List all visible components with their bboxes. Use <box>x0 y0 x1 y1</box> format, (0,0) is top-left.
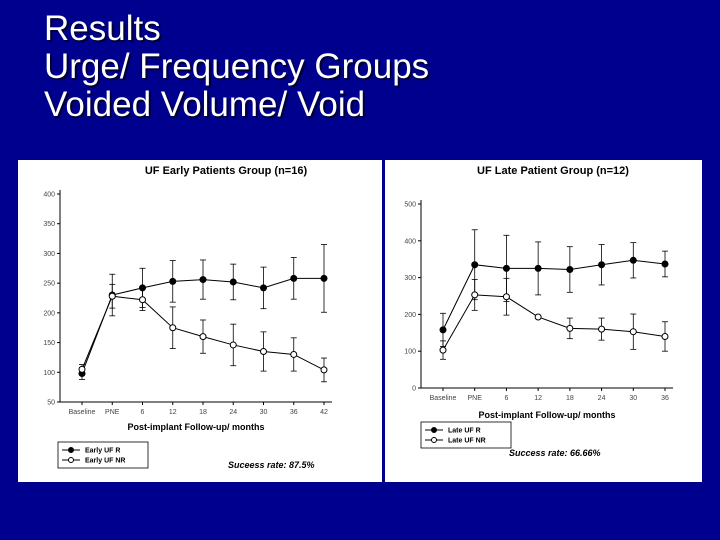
success-rate-annotation: Success rate: 66.66% <box>509 448 601 458</box>
y-tick-label: 200 <box>43 310 55 317</box>
data-point-open <box>439 346 447 354</box>
y-tick-label: 250 <box>43 281 55 288</box>
data-point-filled <box>566 266 574 274</box>
late-group-chart-panel: UF Late Patient Group (n=12) 0 100 200 300 40… <box>385 160 702 482</box>
x-tick-label: 18 <box>199 409 207 416</box>
data-point-open <box>290 350 298 358</box>
x-tick-label: Baseline <box>430 395 457 402</box>
y-tick-label: 300 <box>43 251 55 258</box>
legend-swatch-marker <box>68 447 74 453</box>
y-tick-label: 400 <box>404 238 416 245</box>
data-point-filled <box>502 264 510 272</box>
data-point-open <box>169 324 177 332</box>
data-point-filled <box>169 277 177 285</box>
data-point-filled <box>661 260 669 268</box>
y-tick-label: 50 <box>47 400 55 407</box>
y-tick-label: 500 <box>404 202 416 209</box>
data-point-open <box>534 313 542 321</box>
y-tick-label: 300 <box>404 275 416 282</box>
slide-title-line-2: Urge/ Frequency Groups <box>44 47 430 86</box>
y-tick-label: 100 <box>43 370 55 377</box>
series-line-2 <box>442 294 666 351</box>
x-tick-label: 24 <box>229 409 237 416</box>
slide-title-line-1: Results <box>44 9 161 48</box>
x-tick-label: 12 <box>534 395 542 402</box>
data-point-filled <box>260 284 267 292</box>
legend-box <box>57 441 149 469</box>
legend-entry: Early UF NR <box>85 458 125 465</box>
data-point-open <box>108 292 116 300</box>
data-point-filled <box>598 261 606 269</box>
data-point-open <box>139 296 146 304</box>
x-tick-label: 36 <box>661 395 669 402</box>
chart-title: UF Late Patient Group (n=12) <box>477 165 629 177</box>
legend-swatch-marker <box>431 437 437 443</box>
data-point-open <box>229 341 237 349</box>
x-axis-label: Post-implant Follow-up/ months <box>128 422 265 432</box>
data-point-filled <box>199 276 207 284</box>
y-tick-label: 200 <box>404 312 416 319</box>
data-point-filled <box>471 261 479 269</box>
success-rate-annotation: Suceess rate: 87.5% <box>228 460 315 470</box>
data-point-filled <box>290 274 298 282</box>
x-axis-label: Post-implant Follow-up/ months <box>479 410 616 420</box>
x-tick-label: PNE <box>468 395 483 402</box>
y-tick-label: 0 <box>412 386 416 393</box>
data-point-open <box>78 365 86 373</box>
data-point-open <box>629 328 637 336</box>
early-group-chart-panel: UF Early Patients Group (n=16) 50 100 150 20… <box>18 160 382 482</box>
x-tick-label: 12 <box>169 409 177 416</box>
legend: Late UF R Late UF NR <box>420 421 512 449</box>
x-tick-label: Baseline <box>69 409 96 416</box>
data-point-filled <box>629 256 637 264</box>
legend-entry: Late UF NR <box>448 438 486 445</box>
slide-title: Results Urge/ Frequency Groups Voided Vo… <box>44 10 429 124</box>
late-group-chart: UF Late Patient Group (n=12) 0 100 200 300 40… <box>404 165 673 458</box>
data-point-open <box>320 366 328 374</box>
y-tick-label: 350 <box>43 221 55 228</box>
data-point-filled <box>229 278 237 286</box>
series-line-1 <box>442 259 666 331</box>
legend-box <box>420 421 512 449</box>
early-group-chart: UF Early Patients Group (n=16) 50 100 150 20… <box>43 165 332 470</box>
data-point-filled <box>534 264 542 272</box>
x-tick-label: 6 <box>504 395 508 402</box>
x-tick-label: 30 <box>260 409 268 416</box>
x-tick-label: PNE <box>105 409 120 416</box>
x-tick-label: 36 <box>290 409 298 416</box>
data-point-open <box>661 332 669 340</box>
data-point-open <box>502 293 510 301</box>
chart-title: UF Early Patients Group (n=16) <box>145 165 308 177</box>
legend-entry: Late UF R <box>448 428 481 435</box>
x-tick-label: 30 <box>629 395 637 402</box>
x-tick-label: 18 <box>566 395 574 402</box>
x-tick-label: 42 <box>320 409 328 416</box>
data-point-open <box>471 291 479 299</box>
data-point-open <box>199 333 207 341</box>
y-tick-label: 100 <box>404 349 416 356</box>
legend: Early UF R Early UF NR <box>57 441 149 469</box>
slide-title-line-3: Voided Volume/ Void <box>44 85 366 124</box>
legend-swatch-marker <box>431 427 437 433</box>
legend-swatch-marker <box>68 457 74 463</box>
y-tick-label: 150 <box>43 340 55 347</box>
data-point-open <box>566 324 574 332</box>
data-point-filled <box>439 326 447 334</box>
data-point-open <box>260 347 267 355</box>
data-point-open <box>598 325 606 333</box>
y-tick-label: 400 <box>43 192 55 199</box>
data-point-filled <box>320 274 328 282</box>
x-tick-label: 24 <box>598 395 606 402</box>
legend-entry: Early UF R <box>85 448 120 455</box>
x-tick-label: 6 <box>141 409 145 416</box>
